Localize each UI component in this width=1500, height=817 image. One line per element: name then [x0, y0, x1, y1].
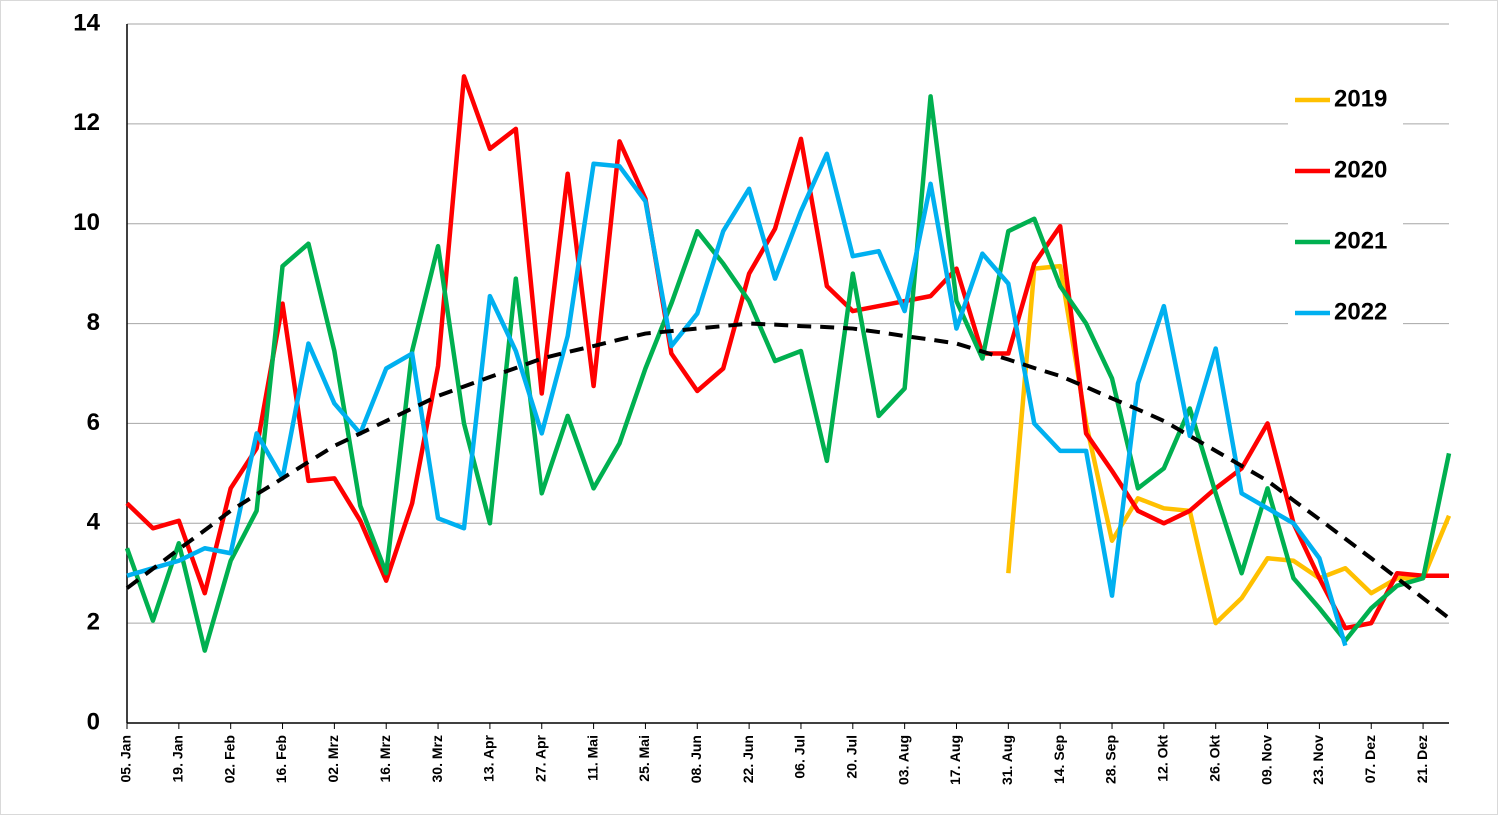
- y-tick-label: 6: [87, 409, 100, 436]
- y-tick-label: 14: [73, 9, 100, 36]
- x-tick-label: 28. Sep: [1103, 735, 1119, 784]
- x-tick-label: 08. Jun: [688, 735, 704, 783]
- x-tick-label: 13. Apr: [481, 734, 497, 781]
- series-line: [124, 94, 1452, 653]
- x-tick-label: 12. Okt: [1155, 735, 1171, 782]
- y-tick-label: 8: [87, 309, 100, 336]
- x-tick-label: 20. Jul: [844, 735, 860, 779]
- x-tick-label: 21. Dez: [1414, 735, 1430, 783]
- x-tick-label: 17. Aug: [947, 735, 963, 785]
- x-tick-label: 19. Jan: [170, 735, 186, 782]
- legend-box: [1288, 75, 1403, 340]
- x-tick-label: 02. Mrz: [325, 735, 341, 782]
- y-tick-label: 2: [87, 608, 100, 635]
- x-tick-label: 27. Apr: [532, 734, 548, 781]
- legend-label: 2019: [1334, 85, 1387, 112]
- y-tick-label: 10: [73, 209, 100, 236]
- y-tick-label: 12: [73, 109, 100, 136]
- series-line: [125, 74, 1449, 631]
- series-line: [126, 151, 1348, 647]
- x-tick-label: 31. Aug: [999, 735, 1015, 785]
- y-tick-label: 0: [87, 708, 100, 735]
- x-tick-label: 07. Dez: [1362, 735, 1378, 783]
- legend-label: 2022: [1334, 298, 1387, 325]
- x-tick-label: 16. Mrz: [377, 735, 393, 782]
- x-tick-label: 16. Feb: [273, 735, 289, 783]
- x-tick-label: 03. Aug: [895, 735, 911, 785]
- x-tick-label: 09. Nov: [1258, 735, 1274, 785]
- x-tick-label: 05. Jan: [118, 735, 134, 782]
- x-tick-label: 23. Nov: [1310, 735, 1326, 785]
- x-tick-label: 22. Jun: [740, 735, 756, 783]
- x-tick-label: 02. Feb: [221, 735, 237, 783]
- x-tick-label: 11. Mai: [584, 735, 600, 781]
- legend-label: 2020: [1334, 156, 1387, 183]
- x-tick-label: 25. Mai: [636, 735, 652, 782]
- x-tick-label: 14. Sep: [1051, 735, 1067, 784]
- x-tick-label: 26. Okt: [1206, 735, 1222, 782]
- x-tick-label: 06. Jul: [792, 735, 808, 779]
- legend-label: 2021: [1334, 227, 1387, 254]
- y-tick-label: 4: [87, 509, 101, 536]
- trend-line: [125, 321, 1451, 620]
- x-tick-label: 30. Mrz: [429, 735, 445, 782]
